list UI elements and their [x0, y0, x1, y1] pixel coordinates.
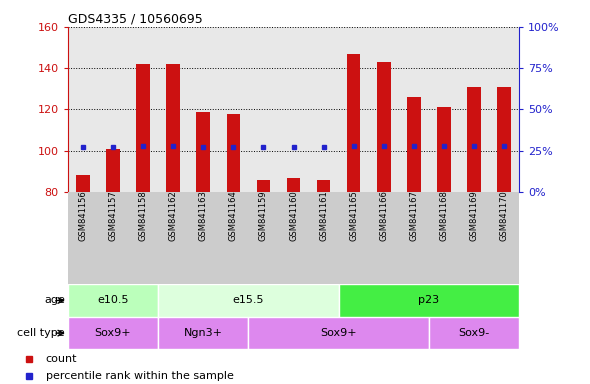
- Bar: [377, 62, 391, 192]
- Text: e10.5: e10.5: [97, 295, 129, 306]
- Bar: [339, 284, 519, 317]
- Bar: [287, 177, 300, 192]
- Text: percentile rank within the sample: percentile rank within the sample: [46, 371, 234, 381]
- Bar: [248, 317, 429, 349]
- Text: p23: p23: [418, 295, 440, 306]
- Text: Sox9-: Sox9-: [458, 328, 490, 338]
- Bar: [497, 87, 511, 192]
- Text: cell type: cell type: [17, 328, 65, 338]
- Text: Sox9+: Sox9+: [320, 328, 357, 338]
- Text: e15.5: e15.5: [232, 295, 264, 306]
- Text: Sox9+: Sox9+: [94, 328, 132, 338]
- Bar: [407, 97, 421, 192]
- Bar: [429, 317, 519, 349]
- Bar: [227, 114, 240, 192]
- Bar: [437, 108, 451, 192]
- Bar: [158, 317, 248, 349]
- Bar: [257, 180, 270, 192]
- Bar: [106, 149, 120, 192]
- Text: age: age: [44, 295, 65, 306]
- Bar: [347, 54, 360, 192]
- Bar: [76, 175, 90, 192]
- Bar: [68, 284, 158, 317]
- Bar: [68, 317, 158, 349]
- Bar: [166, 64, 180, 192]
- Bar: [136, 64, 150, 192]
- Bar: [467, 87, 481, 192]
- Bar: [196, 111, 210, 192]
- Bar: [317, 180, 330, 192]
- Bar: [158, 284, 339, 317]
- Text: Ngn3+: Ngn3+: [183, 328, 223, 338]
- Text: GDS4335 / 10560695: GDS4335 / 10560695: [68, 13, 202, 26]
- Text: count: count: [46, 354, 77, 364]
